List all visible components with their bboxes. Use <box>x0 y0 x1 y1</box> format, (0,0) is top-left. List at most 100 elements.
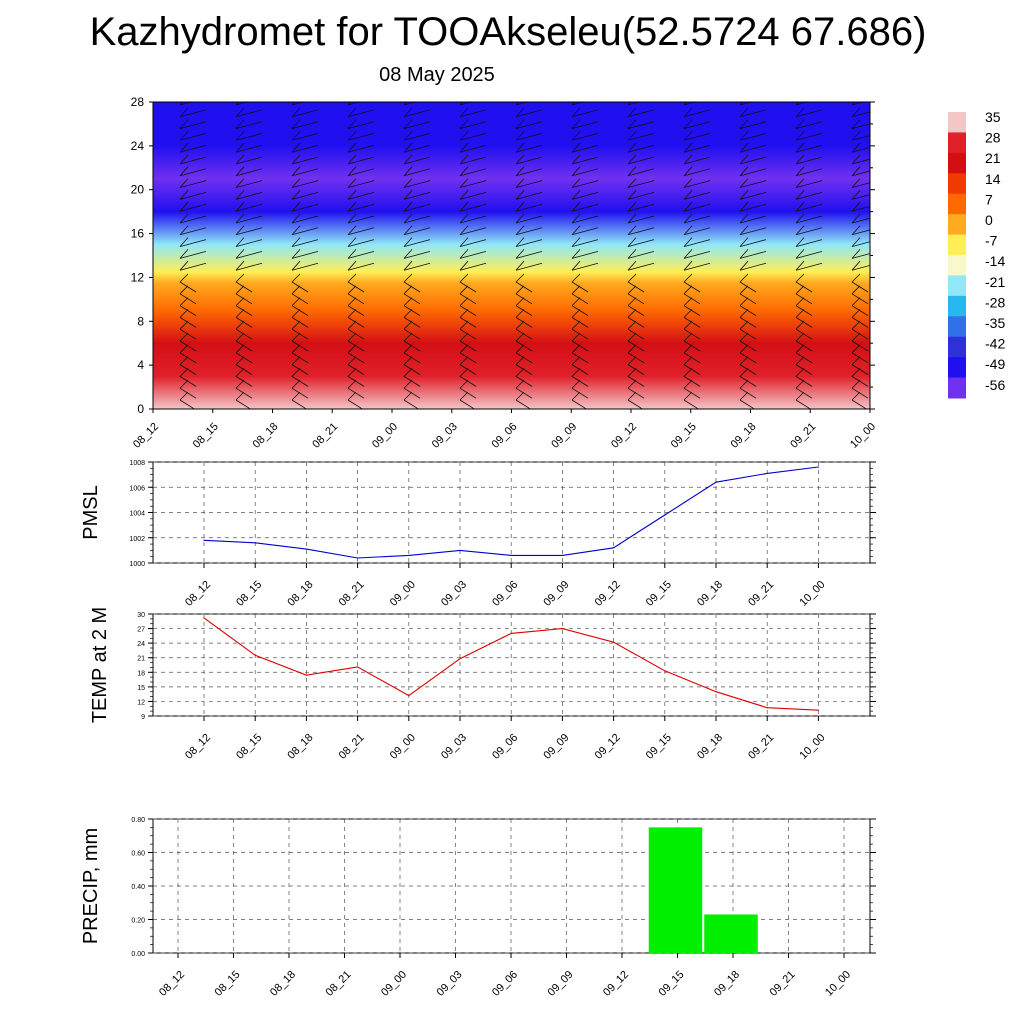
wind-barb-flag <box>515 201 525 212</box>
temperature-x-tick-label: 09_15 <box>644 732 674 762</box>
wind-barb-flag <box>908 345 916 353</box>
precipitation-x-tick-label: 08_12 <box>157 969 187 999</box>
wind-barb-flag <box>403 225 413 236</box>
wind-barb <box>795 317 813 328</box>
wind-barb <box>403 239 431 247</box>
heatmap-x-tick-label: 09_03 <box>430 421 460 451</box>
wind-barb <box>347 121 375 129</box>
wind-barb <box>291 102 305 106</box>
wind-barb <box>291 227 319 236</box>
wind-barb-flag <box>179 320 189 330</box>
wind-barb-flag <box>908 120 916 129</box>
wind-barb <box>403 328 421 340</box>
wind-barb <box>908 294 924 304</box>
wind-barb-flag <box>739 178 749 188</box>
wind-barb <box>908 353 924 363</box>
wind-barb-flag <box>739 379 749 389</box>
wind-barb <box>403 156 431 165</box>
wind-barb <box>179 262 207 271</box>
wind-barb-flag <box>179 190 189 200</box>
wind-barb-flag <box>851 102 856 106</box>
wind-barb <box>571 144 599 153</box>
wind-barb-flag <box>291 285 301 295</box>
heatmap-y-axis: 0 4 8 12 16 20 24 28 <box>131 95 875 416</box>
wind-barb-flag <box>179 178 189 188</box>
wind-barb-flag <box>179 332 189 342</box>
wind-barb <box>683 305 701 316</box>
wind-barb <box>795 364 813 375</box>
wind-barb-flag <box>739 368 749 377</box>
wind-barb <box>739 168 767 177</box>
wind-barb <box>683 192 711 200</box>
wind-barb <box>908 204 934 211</box>
wind-barb-flag <box>627 102 632 106</box>
wind-barb <box>795 227 823 236</box>
wind-barb-flag <box>179 131 189 141</box>
wind-barb-flag <box>739 273 749 283</box>
wind-barb-flag <box>627 213 637 224</box>
wind-barb-flag <box>235 166 245 177</box>
precipitation-x-tick-label: 09_09 <box>546 969 576 999</box>
wind-barb-flag <box>515 260 525 271</box>
precipitation-x-tick-label: 10_00 <box>823 969 853 999</box>
pmsl-point <box>613 547 615 549</box>
wind-barb <box>795 168 823 177</box>
wind-barb <box>459 305 477 316</box>
wind-barb <box>347 281 365 293</box>
wind-barb-flag <box>235 285 245 295</box>
wind-barb <box>179 317 197 328</box>
temperature-y-tick-label: 15 <box>137 685 145 692</box>
wind-barb <box>179 239 207 247</box>
wind-barb-flag <box>571 260 581 271</box>
wind-barb-flag <box>235 249 245 259</box>
wind-barb-flag <box>683 154 693 165</box>
wind-barb-flag <box>347 201 357 212</box>
wind-barb <box>347 133 375 141</box>
wind-barb <box>291 156 319 165</box>
pmsl-y-tick-label: 1006 <box>129 485 145 492</box>
temperature-point <box>459 658 461 660</box>
colorbar-swatch <box>948 152 966 174</box>
wind-barb-flag <box>235 368 245 377</box>
wind-barb <box>347 180 375 188</box>
wind-barb <box>627 203 655 212</box>
temperature-x-tick-label: 09_12 <box>593 732 623 762</box>
wind-barb <box>571 281 589 293</box>
wind-barb-flag <box>403 379 413 389</box>
temperature-y-tick-label: 18 <box>137 670 145 677</box>
wind-barb-flag <box>851 201 861 212</box>
wind-barb-flag <box>515 368 525 377</box>
pmsl-y-tick-label: 1002 <box>129 536 145 543</box>
wind-barb-flag <box>291 201 301 212</box>
wind-barb <box>739 215 767 224</box>
wind-barb <box>739 352 757 364</box>
wind-barb-flag <box>403 131 413 141</box>
wind-barb-flag <box>683 309 693 318</box>
wind-barb-flag <box>235 142 245 153</box>
pmsl-point <box>817 466 820 468</box>
wind-barb <box>403 121 431 129</box>
wind-barb-flag <box>908 214 916 223</box>
wind-barb-flag <box>291 237 301 247</box>
colorbar-label: 7 <box>985 191 993 207</box>
wind-barb <box>571 180 599 188</box>
wind-barb <box>235 340 253 352</box>
temperature-x-tick-label: 08_21 <box>337 732 367 762</box>
wind-barb-flag <box>403 102 408 106</box>
wind-barb-flag <box>627 154 637 165</box>
wind-barb-flag <box>739 285 749 295</box>
wind-barb <box>851 293 869 305</box>
wind-barb-flag <box>683 356 693 365</box>
wind-barb-flag <box>291 131 301 141</box>
wind-barb <box>683 121 711 129</box>
wind-barb-flag <box>571 368 581 377</box>
pmsl-x-tick-label: 09_12 <box>593 579 623 609</box>
wind-barb <box>179 352 197 364</box>
heatmap-x-tick-label: 10_00 <box>848 421 878 451</box>
wind-barb <box>291 387 309 399</box>
wind-barb <box>235 102 249 106</box>
wind-barb <box>739 340 757 352</box>
wind-barb-flag <box>683 190 693 200</box>
wind-barb-flag <box>235 332 245 342</box>
wind-barb <box>291 364 309 375</box>
